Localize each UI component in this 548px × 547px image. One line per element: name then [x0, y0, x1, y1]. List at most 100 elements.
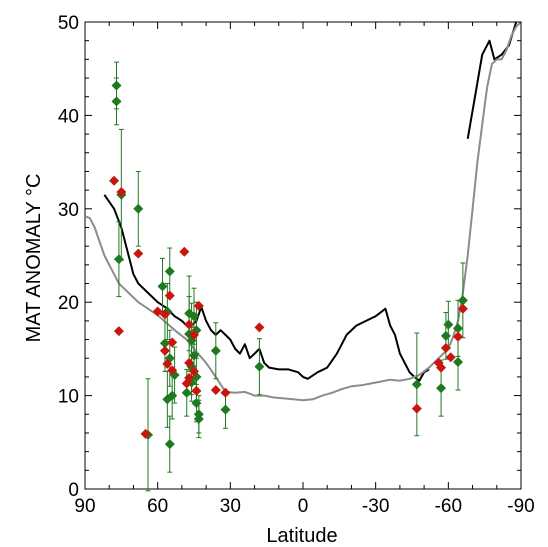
curve-line-2	[84, 21, 522, 402]
diamond-marker-series-2	[152, 306, 163, 317]
x-tick-label: 0	[298, 496, 309, 517]
data-point	[440, 342, 451, 353]
data-point	[254, 338, 265, 396]
y-tick-label: 50	[58, 13, 79, 34]
diamond-marker-series-2	[140, 428, 151, 439]
data-point	[109, 175, 120, 186]
diamond-marker-series-1	[191, 398, 202, 409]
diamond-marker-series-2	[189, 329, 199, 340]
ticks-layer: 90 60 30 0 -30 -60 -90 0 10 20 30 40 50	[58, 13, 535, 517]
diamond-marker-series-2	[113, 326, 124, 337]
y-tick-label: 10	[58, 387, 79, 408]
diamond-marker-series-1	[440, 330, 451, 341]
diamond-marker-series-2	[133, 248, 144, 259]
data-point	[189, 329, 199, 340]
diamond-marker-series-1	[453, 356, 464, 367]
y-tick-label: 20	[58, 293, 79, 314]
data-point	[411, 332, 422, 437]
data-point	[164, 247, 175, 296]
data-point	[254, 322, 265, 333]
data-point	[167, 371, 178, 420]
diamond-marker-series-2	[191, 385, 202, 396]
diamond-marker-series-1	[164, 266, 175, 277]
diamond-marker-series-1	[411, 379, 422, 390]
data-point	[210, 322, 221, 380]
diamond-marker-series-2	[184, 372, 195, 383]
data-point	[159, 309, 170, 320]
diamond-marker-series-1	[436, 383, 447, 394]
diamond-marker-series-2	[184, 319, 195, 330]
diamond-marker-series-2	[210, 384, 221, 395]
diamond-marker-series-1	[443, 319, 454, 330]
data-point	[140, 428, 151, 439]
data-point	[152, 306, 163, 317]
diamond-marker-series-2	[167, 337, 178, 348]
x-axis-title: Latitude	[266, 525, 337, 547]
diamond-marker-series-1	[457, 295, 468, 306]
diamond-marker-series-2	[184, 357, 195, 368]
plot-frame	[84, 21, 522, 490]
diamond-marker-series-2	[254, 322, 265, 333]
diamond-marker-series-1	[210, 345, 221, 356]
data-point	[133, 170, 144, 247]
diamond-marker-series-1	[181, 387, 192, 398]
y-tick-label: 0	[68, 480, 79, 501]
diamond-marker-series-1	[133, 203, 144, 214]
data-point	[159, 345, 170, 356]
curve-line-1	[466, 21, 518, 139]
data-point	[220, 387, 231, 398]
data-point	[191, 385, 202, 396]
data-point	[220, 390, 231, 429]
diamond-marker-series-2	[162, 358, 173, 369]
data-point	[453, 333, 464, 391]
diamond-marker-series-2	[457, 303, 468, 314]
data-point	[193, 300, 204, 311]
data-point	[436, 362, 447, 373]
data-point	[411, 403, 422, 414]
diamond-marker-series-2	[411, 403, 422, 414]
diamond-marker-series-1	[220, 404, 231, 415]
points-layer	[109, 61, 468, 492]
data-point	[164, 290, 175, 301]
diamond-marker-series-2	[189, 366, 199, 377]
diamond-marker-series-2	[440, 342, 451, 353]
diamond-marker-series-1	[254, 361, 265, 372]
diamond-marker-series-2	[193, 300, 204, 311]
diamond-marker-series-2	[159, 345, 170, 356]
data-point	[162, 358, 173, 369]
x-tick-label: -60	[435, 496, 462, 517]
data-point	[116, 186, 127, 197]
diamond-marker-series-2	[116, 186, 127, 197]
data-point	[157, 257, 168, 315]
diamond-marker-series-1	[164, 439, 175, 450]
diamond-marker-series-2	[164, 290, 175, 301]
data-point	[457, 262, 468, 339]
data-point	[457, 303, 468, 314]
diamond-marker-series-2	[436, 362, 447, 373]
diamond-marker-series-1	[453, 323, 464, 334]
data-point	[111, 77, 122, 126]
data-point	[184, 357, 195, 368]
diamond-marker-series-1	[111, 96, 122, 107]
x-tick-label: -90	[507, 496, 534, 517]
data-point	[113, 326, 124, 337]
data-point	[445, 352, 456, 363]
diamond-marker-series-1	[193, 413, 204, 424]
diamond-marker-series-1	[157, 281, 168, 292]
plot-area: 90 60 30 0 -30 -60 -90 0 10 20 30 40 50	[58, 13, 535, 517]
data-point	[113, 221, 124, 298]
diamond-marker-series-1	[159, 338, 170, 349]
diamond-marker-series-2	[109, 175, 120, 186]
lines-layer	[84, 21, 522, 402]
data-point	[179, 246, 190, 257]
y-axis-title: MAT ANOMALY °C	[23, 174, 45, 343]
diamond-marker-series-2	[445, 352, 456, 363]
diamond-marker-series-1	[167, 390, 178, 401]
data-point	[184, 372, 195, 383]
data-point	[184, 319, 195, 330]
x-tick-label: 60	[147, 496, 168, 517]
x-tick-label: -30	[362, 496, 389, 517]
y-tick-label: 30	[58, 200, 79, 221]
diamond-marker-series-1	[113, 254, 124, 265]
